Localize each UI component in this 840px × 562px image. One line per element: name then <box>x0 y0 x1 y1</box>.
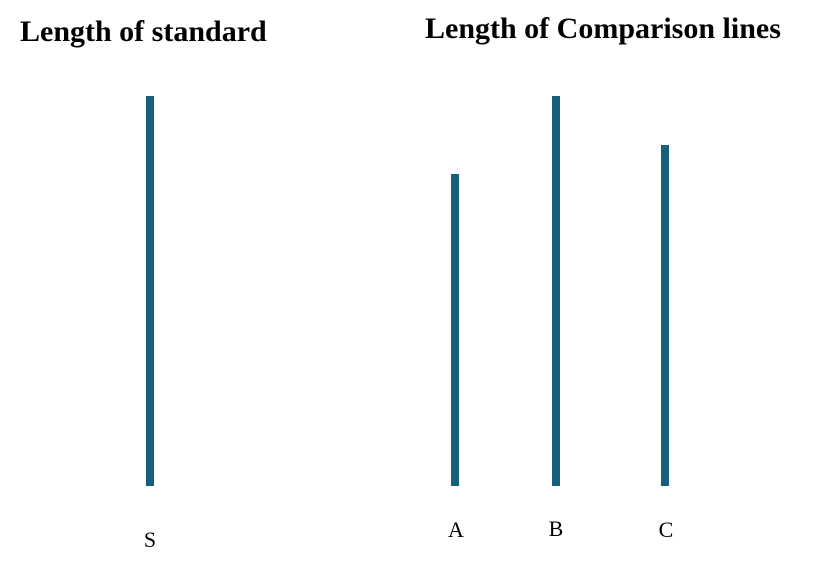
comparison-line-b <box>552 96 560 486</box>
standard-line <box>146 96 154 486</box>
comparison-line-a-label: A <box>448 517 464 542</box>
comparison-line-c-label: C <box>658 517 674 542</box>
comparison-line-a <box>451 174 459 486</box>
standard-heading: Length of standard <box>20 15 267 48</box>
comparison-heading: Length of Comparison lines <box>425 12 781 45</box>
comparison-line-c <box>661 145 669 486</box>
standard-line-label: S <box>143 527 157 552</box>
comparison-line-b-label: B <box>548 516 564 541</box>
